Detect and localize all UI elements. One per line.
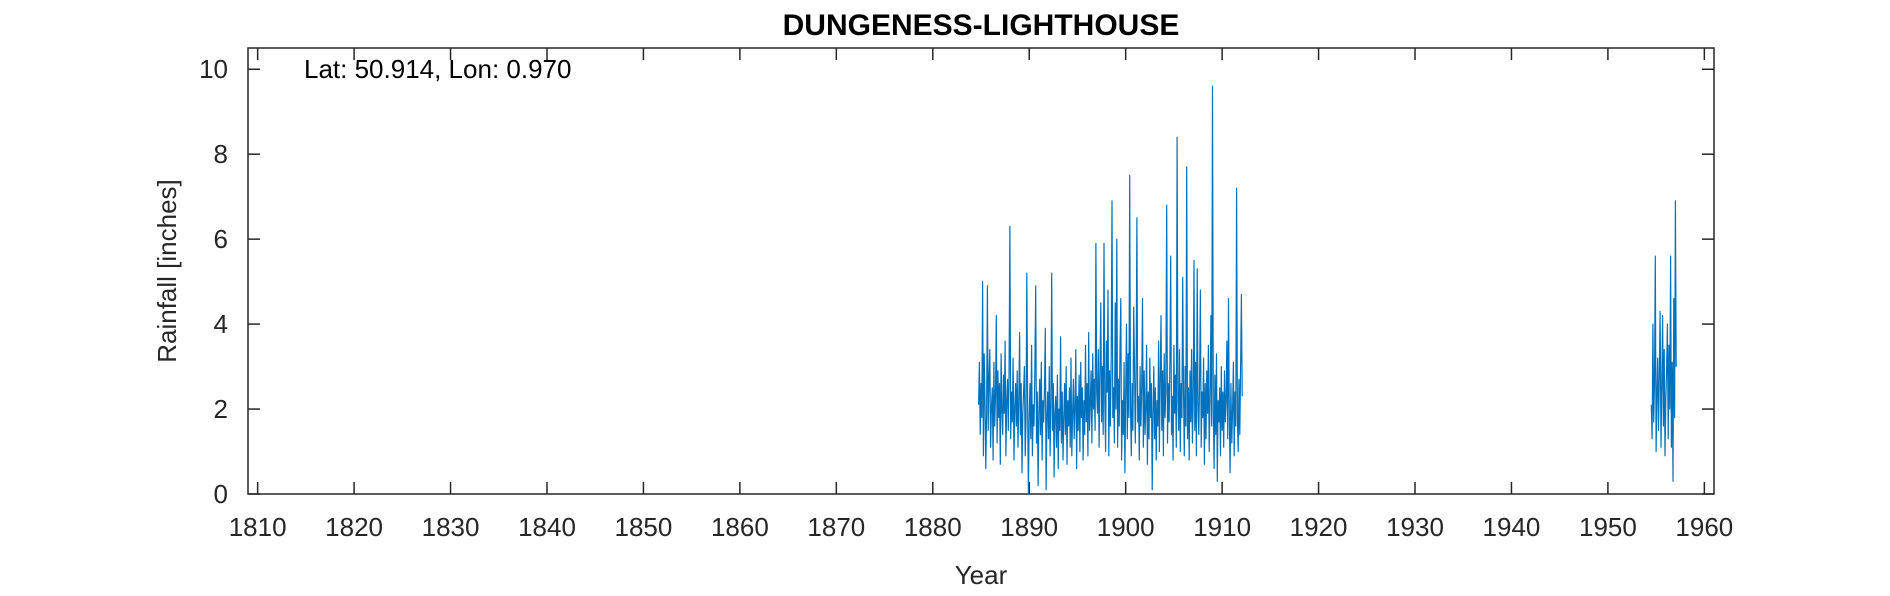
y-axis-label: Rainfall [inches] bbox=[152, 179, 182, 363]
x-tick-label-1920: 1920 bbox=[1290, 512, 1348, 542]
y-tick-label-10: 10 bbox=[199, 54, 228, 84]
y-tick-label-4: 4 bbox=[214, 309, 228, 339]
y-tick-label-0: 0 bbox=[214, 479, 228, 509]
plot-area bbox=[247, 47, 1715, 495]
x-tick-label-1960: 1960 bbox=[1675, 512, 1733, 542]
rainfall-line-segment-1 bbox=[978, 85, 1243, 495]
rainfall-line-segment-2 bbox=[1650, 200, 1677, 482]
x-tick-label-1820: 1820 bbox=[325, 512, 383, 542]
chart-title: DUNGENESS-LIGHTHOUSE bbox=[783, 9, 1180, 42]
x-axis-label: Year bbox=[955, 560, 1008, 590]
x-tick-label-1850: 1850 bbox=[615, 512, 673, 542]
x-tick-label-1810: 1810 bbox=[229, 512, 287, 542]
x-tick-label-1940: 1940 bbox=[1483, 512, 1541, 542]
data-series bbox=[978, 85, 1677, 495]
x-axis: 1810 1820 1830 1840 1850 1860 1870 1880 1890 1900… bbox=[229, 48, 1733, 542]
station-coordinates: Lat: 50.914, Lon: 0.970 bbox=[304, 54, 571, 84]
x-tick-label-1880: 1880 bbox=[904, 512, 962, 542]
x-tick-label-1930: 1930 bbox=[1386, 512, 1444, 542]
y-tick-label-8: 8 bbox=[214, 139, 228, 169]
y-tick-label-6: 6 bbox=[214, 224, 228, 254]
x-tick-label-1910: 1910 bbox=[1193, 512, 1251, 542]
x-tick-label-1890: 1890 bbox=[1000, 512, 1058, 542]
x-tick-label-1860: 1860 bbox=[711, 512, 769, 542]
y-axis: 0 2 4 6 8 10 bbox=[199, 54, 1714, 509]
x-tick-label-1900: 1900 bbox=[1097, 512, 1155, 542]
x-tick-label-1950: 1950 bbox=[1579, 512, 1637, 542]
x-tick-label-1840: 1840 bbox=[518, 512, 576, 542]
x-tick-label-1830: 1830 bbox=[422, 512, 480, 542]
x-tick-label-1870: 1870 bbox=[807, 512, 865, 542]
y-tick-label-2: 2 bbox=[214, 394, 228, 424]
